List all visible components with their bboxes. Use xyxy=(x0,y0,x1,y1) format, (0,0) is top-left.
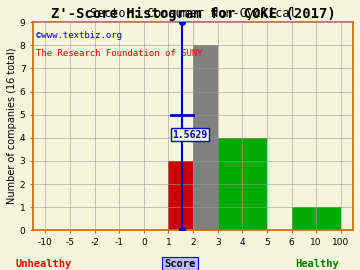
Text: 1.5629: 1.5629 xyxy=(172,130,207,140)
Bar xyxy=(292,207,341,230)
Title: Z'-Score Histogram for COKE (2017): Z'-Score Histogram for COKE (2017) xyxy=(51,7,336,21)
Text: Score: Score xyxy=(165,259,195,269)
Bar xyxy=(193,45,218,230)
Y-axis label: Number of companies (16 total): Number of companies (16 total) xyxy=(7,48,17,204)
Text: The Research Foundation of SUNY: The Research Foundation of SUNY xyxy=(36,49,203,58)
Bar xyxy=(218,138,267,230)
Text: Sector: Consumer Non-Cyclical: Sector: Consumer Non-Cyclical xyxy=(90,7,296,20)
Text: Unhealthy: Unhealthy xyxy=(15,259,71,269)
Text: ©www.textbiz.org: ©www.textbiz.org xyxy=(36,31,122,40)
Text: Healthy: Healthy xyxy=(295,259,339,269)
Bar xyxy=(168,161,193,230)
